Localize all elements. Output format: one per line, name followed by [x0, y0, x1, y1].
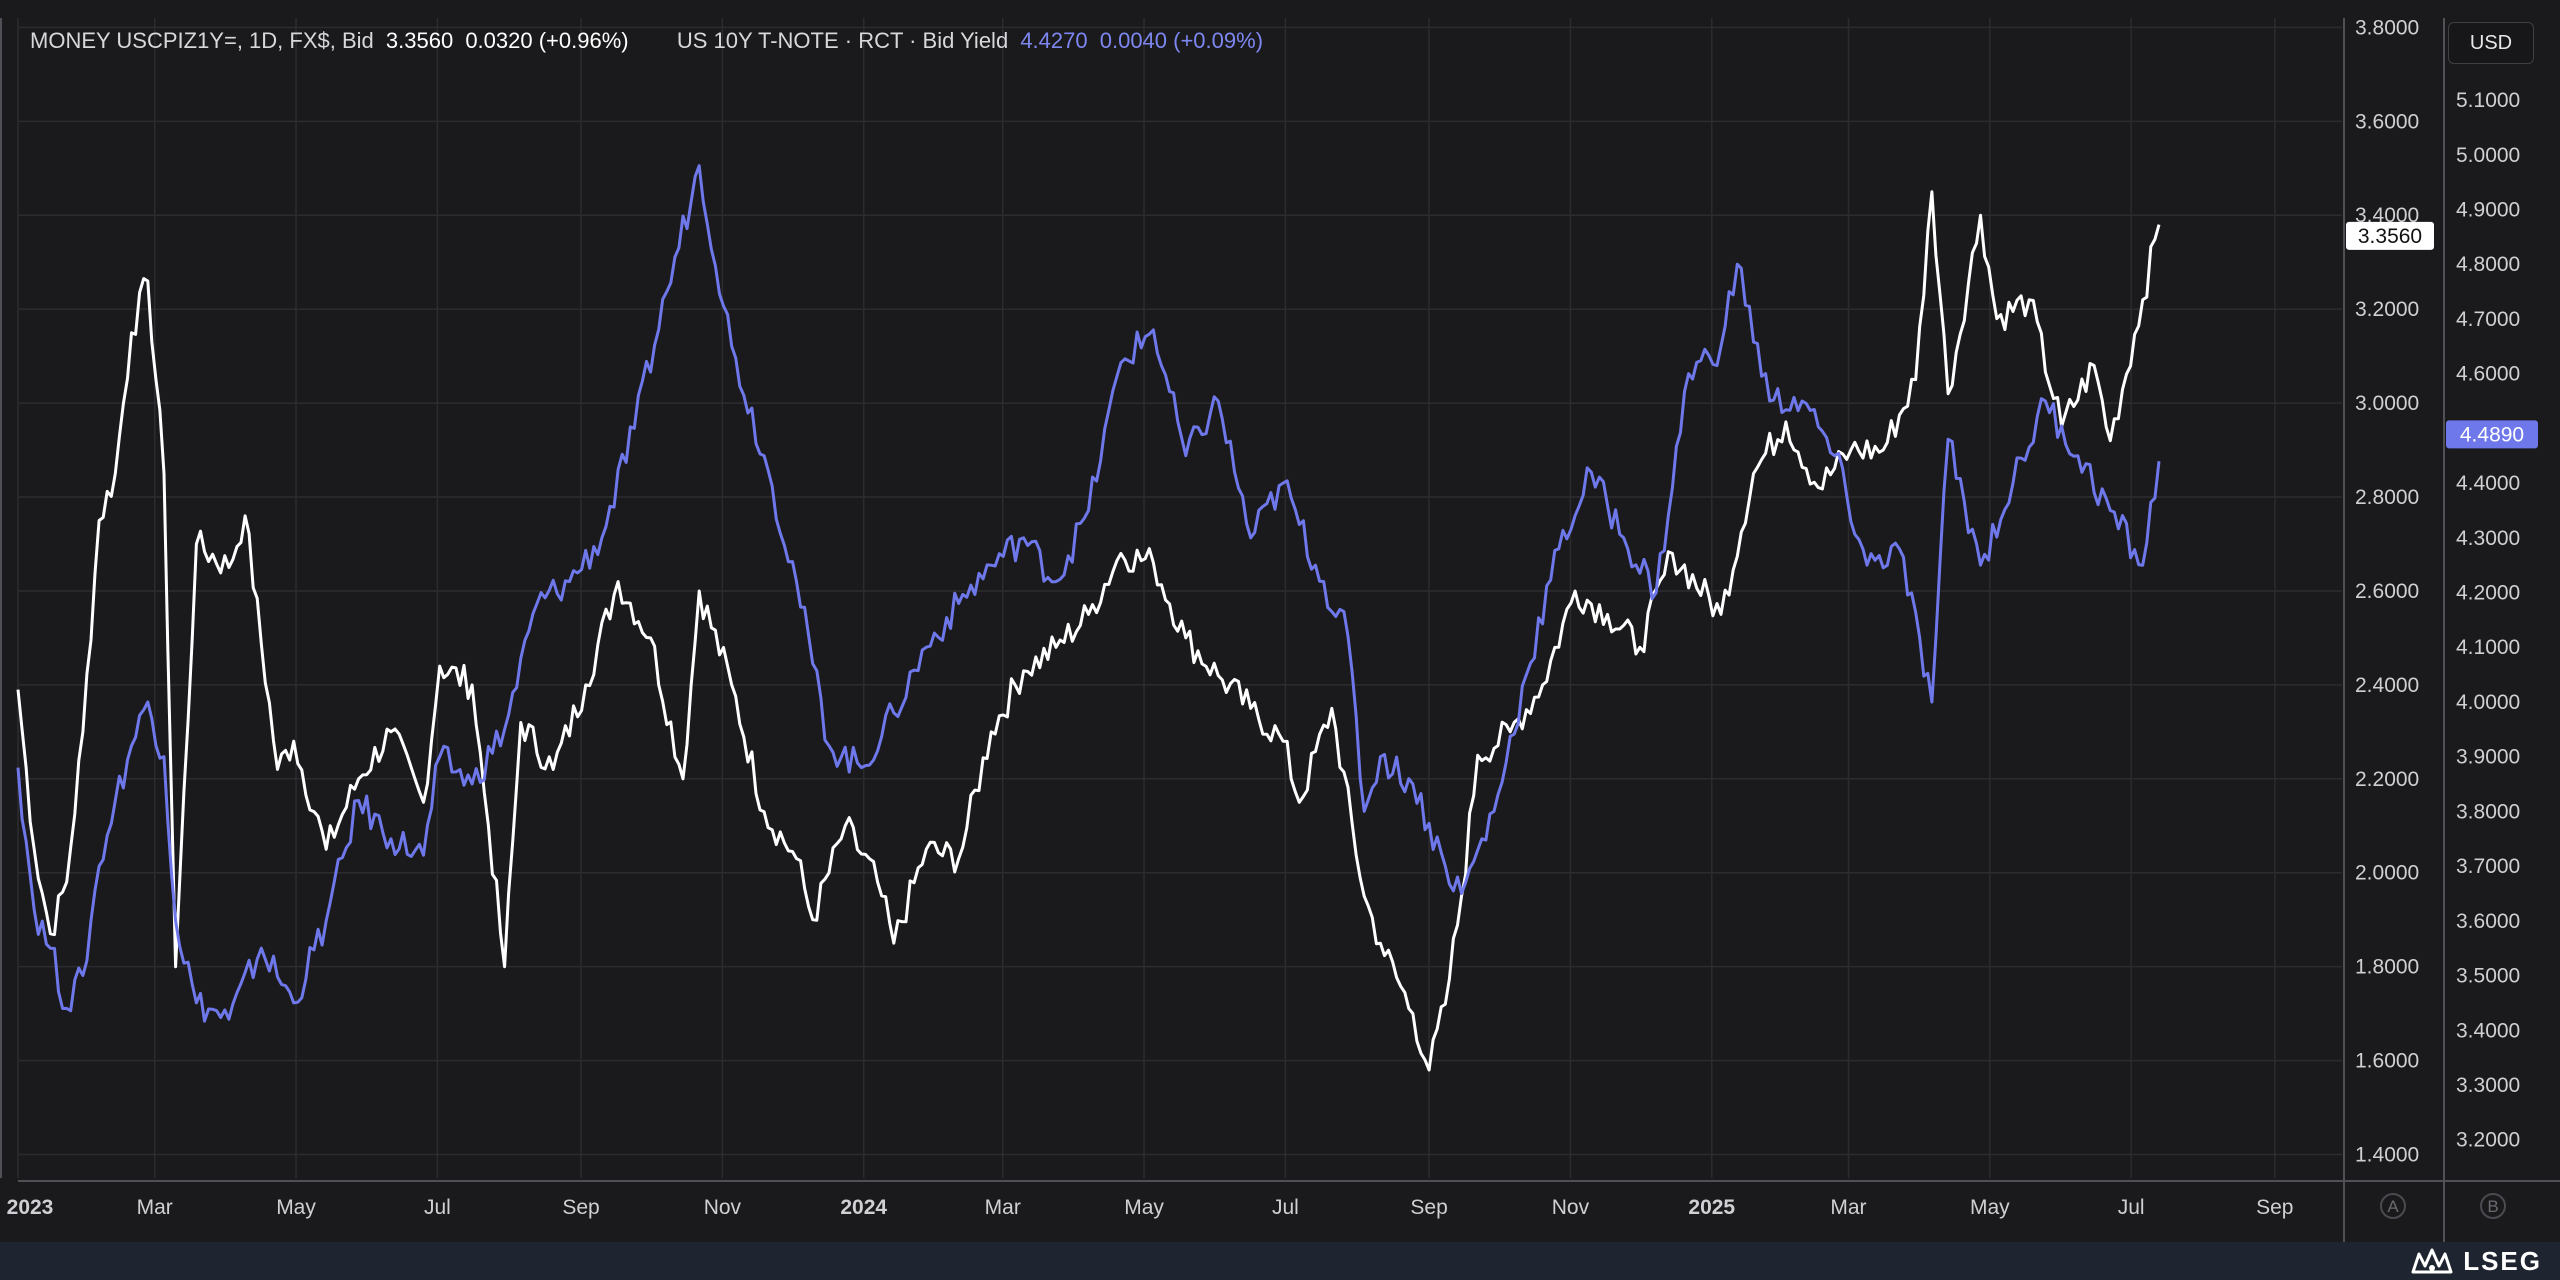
axis-b-tick-labels: 3.2000 3.3000 3.4000 3.5000 3.6000 3.7000 3.80…: [2456, 89, 2520, 1152]
axis-a-tick-label: 1.8000: [2355, 956, 2419, 979]
axis-b-tick-label: 4.0000: [2456, 691, 2520, 714]
axis-a-tick-label: 1.6000: [2355, 1050, 2419, 1073]
x-tick-label: 2023: [7, 1196, 54, 1219]
series2-label: US 10Y T-NOTE · RCT · Bid Yield: [676, 28, 1009, 53]
x-axis-tick-labels: 2023 Mar May Jul Sep Nov 2024 Mar May Jul Sep Nov 20…: [7, 1196, 2294, 1219]
x-tick-label: Jul: [424, 1196, 451, 1219]
axis-a-tick-label: 2.4000: [2355, 674, 2419, 697]
series2-last-value: 4.4270: [1020, 28, 1088, 53]
axis-b-tick-label: 3.6000: [2456, 910, 2520, 933]
axis-b-tick-label: 4.1000: [2456, 636, 2520, 659]
axis-b-tick-label: 3.5000: [2456, 965, 2520, 988]
axis-b-tick-label: 4.2000: [2456, 582, 2520, 605]
axis-b-tick-label: 4.9000: [2456, 199, 2520, 222]
x-tick-label: May: [1124, 1196, 1164, 1219]
x-tick-label: Jul: [2118, 1196, 2145, 1219]
axis-b-tick-label: 3.4000: [2456, 1019, 2520, 1042]
x-tick-label: Mar: [985, 1196, 1021, 1219]
svg-text:B: B: [2487, 1197, 2498, 1216]
axis-b-tick-label: 4.4000: [2456, 472, 2520, 495]
x-tick-label: 2025: [1688, 1196, 1735, 1219]
horizontal-gridlines: [18, 26, 2342, 1156]
x-tick-label: Mar: [1830, 1196, 1866, 1219]
brand-logo: LSEG: [2409, 1244, 2542, 1278]
axis-b-tick-label: 4.8000: [2456, 253, 2520, 276]
series1-change: 0.0320 (+0.96%): [465, 28, 629, 53]
axis-a-tick-label: 2.6000: [2355, 580, 2419, 603]
x-tick-label: Jul: [1272, 1196, 1299, 1219]
axis-a-tick-label: 1.4000: [2355, 1144, 2419, 1167]
axis-b-tick-label: 4.7000: [2456, 308, 2520, 331]
axis-b-tick-label: 5.0000: [2456, 144, 2520, 167]
series1-label: MONEY USCPIZ1Y=, 1D, FX$, Bid: [30, 28, 374, 53]
x-tick-label: 2024: [840, 1196, 887, 1219]
axis-b-tick-label: 3.2000: [2456, 1129, 2520, 1152]
series-line-b: [16, 164, 2161, 1023]
series2-change: 0.0040 (+0.09%): [1099, 28, 1264, 53]
brand-name: LSEG: [2463, 1245, 2542, 1276]
axis-a-button[interactable]: A: [2380, 1193, 2406, 1219]
axis-b-tick-label: 3.8000: [2456, 800, 2520, 823]
last-value-labels: 3.3560 4.4890: [2346, 221, 2538, 449]
axis-b-button[interactable]: B: [2480, 1193, 2506, 1219]
series-line-a: [16, 190, 2161, 1072]
axis-a-last-tag: [2346, 221, 2434, 250]
x-tick-label: Nov: [704, 1196, 742, 1219]
axis-a-tick-label: 2.8000: [2355, 486, 2419, 509]
axis-a-tick-labels: 1.4000 1.6000 1.8000 2.0000 2.2000 2.4000 2.60…: [2355, 16, 2419, 1166]
footer-bar: [0, 1242, 2560, 1280]
axis-b-tick-label: 3.9000: [2456, 746, 2520, 769]
axis-a-tick-label: 3.4000: [2355, 204, 2419, 227]
x-tick-label: Mar: [137, 1196, 173, 1219]
axis-a-last-value: 3.3560: [2358, 225, 2422, 248]
vertical-gridlines: [17, 18, 2276, 1178]
axis-a-tick-label: 3.0000: [2355, 392, 2419, 415]
chart-background: [0, 0, 2560, 1242]
axis-b-tick-label: 4.6000: [2456, 363, 2520, 386]
axis-a-tick-label: 2.2000: [2355, 768, 2419, 791]
x-tick-label: May: [1970, 1196, 2010, 1219]
x-tick-label: May: [276, 1196, 316, 1219]
axis-a-tick-label: 3.8000: [2355, 16, 2419, 39]
line-chart: 2023 Mar May Jul Sep Nov 2024 Mar May Jul Sep Nov 20…: [0, 0, 2560, 1242]
axis-b-last-value: 4.4890: [2460, 423, 2524, 446]
axis-b-tick-label: 3.7000: [2456, 855, 2520, 878]
x-tick-label: Nov: [1552, 1196, 1590, 1219]
series1-last-value: 3.3560: [385, 28, 454, 53]
axis-a-tick-label: 3.2000: [2355, 298, 2419, 321]
axis-b-tick-label: 4.3000: [2456, 527, 2520, 550]
axis-b-last-tag: [2446, 420, 2538, 449]
currency-button[interactable]: USD: [2448, 22, 2534, 64]
x-tick-label: Sep: [562, 1196, 599, 1219]
lseg-logo-icon: [2411, 1248, 2453, 1274]
series-layer: [16, 164, 2161, 1072]
x-tick-label: Sep: [2256, 1196, 2293, 1219]
axis-a-tick-label: 3.6000: [2355, 110, 2419, 133]
x-tick-label: Sep: [1410, 1196, 1447, 1219]
svg-text:A: A: [2387, 1197, 2399, 1216]
chart-legend: MONEY USCPIZ1Y=, 1D, FX$, Bid 3.3560 0.0…: [30, 28, 1269, 54]
axis-a-tick-label: 2.0000: [2355, 862, 2419, 885]
axis-b-tick-label: 5.1000: [2456, 89, 2520, 112]
axis-b-tick-label: 3.3000: [2456, 1074, 2520, 1097]
